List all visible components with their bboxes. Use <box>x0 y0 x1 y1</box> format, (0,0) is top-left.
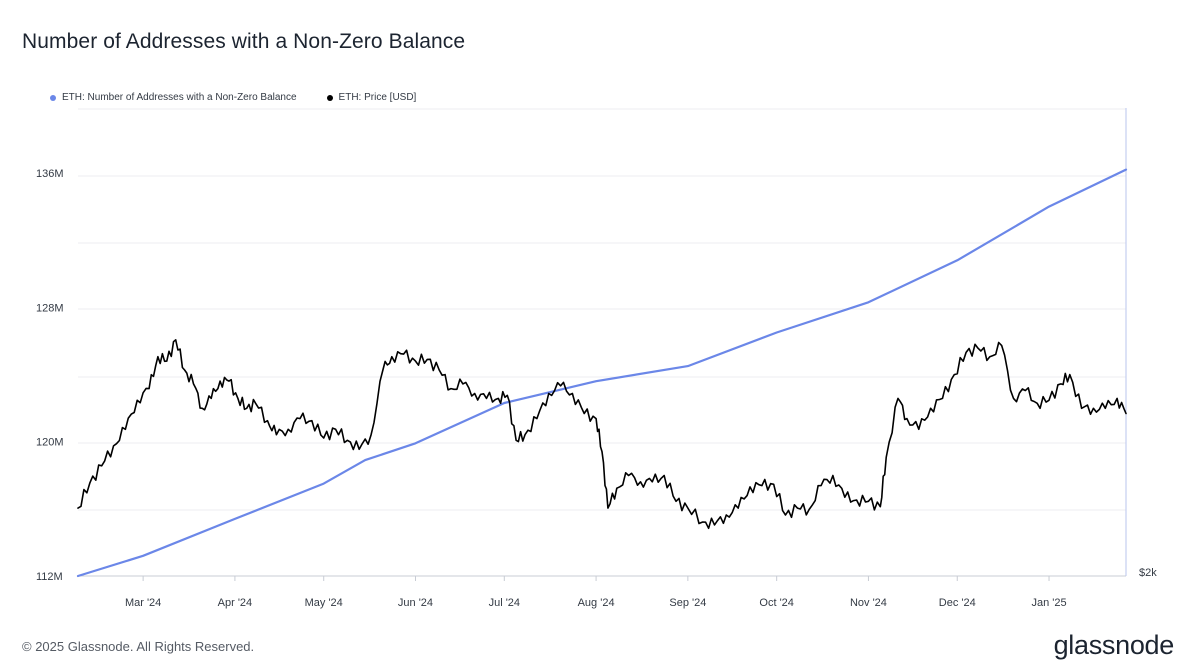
legend-label-addresses: ETH: Number of Addresses with a Non-Zero… <box>62 92 297 103</box>
y-tick-label: 136M <box>36 168 64 180</box>
x-axis-ticks: Mar '24 Apr '24 May '24 Jun '24 Jul '24 Aug '… <box>125 576 1067 609</box>
copyright-footer: © 2025 Glassnode. All Rights Reserved. <box>22 639 255 654</box>
legend-label-price: ETH: Price [USD] <box>338 92 417 103</box>
x-tick-label: Aug '24 <box>578 597 615 609</box>
chart-legend: ETH: Number of Addresses with a Non-Zero… <box>50 92 416 103</box>
left-axis-ticks: 112M 120M 128M 136M <box>36 168 64 583</box>
glassnode-logo[interactable]: glassnode <box>1053 630 1175 660</box>
axes <box>78 108 1127 577</box>
x-tick-label: Apr '24 <box>218 597 253 609</box>
x-tick-label: Jun '24 <box>398 597 433 609</box>
legend-marker-price <box>326 94 333 101</box>
x-tick-label: Oct '24 <box>759 597 794 609</box>
y-tick-label: 120M <box>36 437 64 449</box>
y-tick-label: 128M <box>36 302 64 314</box>
x-tick-label: Jul '24 <box>489 597 520 609</box>
legend-item-price[interactable]: ETH: Price [USD] <box>326 92 417 103</box>
y-tick-label: 112M <box>36 571 63 583</box>
right-axis-ticks: $2k <box>1139 567 1157 579</box>
series-lines <box>76 168 1128 578</box>
right-tick-label: $2k <box>1139 567 1157 579</box>
x-tick-label: Jan '25 <box>1031 597 1066 609</box>
x-tick-label: Sep '24 <box>669 597 706 609</box>
series-line-addresses <box>76 168 1128 578</box>
x-tick-label: Nov '24 <box>850 597 887 609</box>
x-tick-label: Dec '24 <box>939 597 976 609</box>
chart-title: Number of Addresses with a Non-Zero Bala… <box>22 30 466 53</box>
x-tick-label: Mar '24 <box>125 597 161 609</box>
series-line-price <box>77 339 1127 530</box>
legend-marker-addresses <box>50 94 56 101</box>
legend-item-addresses[interactable]: ETH: Number of Addresses with a Non-Zero… <box>50 92 297 103</box>
x-tick-label: May '24 <box>305 597 343 609</box>
grid-lines <box>78 108 1126 511</box>
